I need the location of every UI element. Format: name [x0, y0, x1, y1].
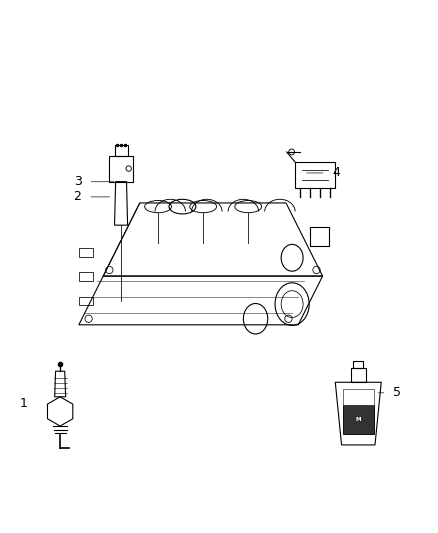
Text: 1: 1 — [19, 397, 27, 410]
Bar — [79, 297, 93, 305]
Text: 4: 4 — [332, 166, 340, 180]
Bar — [115, 144, 127, 156]
Bar — [295, 162, 335, 188]
FancyBboxPatch shape — [343, 389, 374, 405]
FancyBboxPatch shape — [343, 405, 374, 434]
Bar — [109, 156, 133, 182]
Text: M: M — [356, 417, 361, 422]
Text: 2: 2 — [74, 190, 81, 204]
Text: 5: 5 — [393, 386, 402, 399]
Bar — [351, 368, 366, 382]
Bar — [79, 248, 93, 256]
Text: 3: 3 — [74, 175, 81, 188]
Bar — [79, 272, 93, 281]
Bar — [353, 361, 364, 368]
